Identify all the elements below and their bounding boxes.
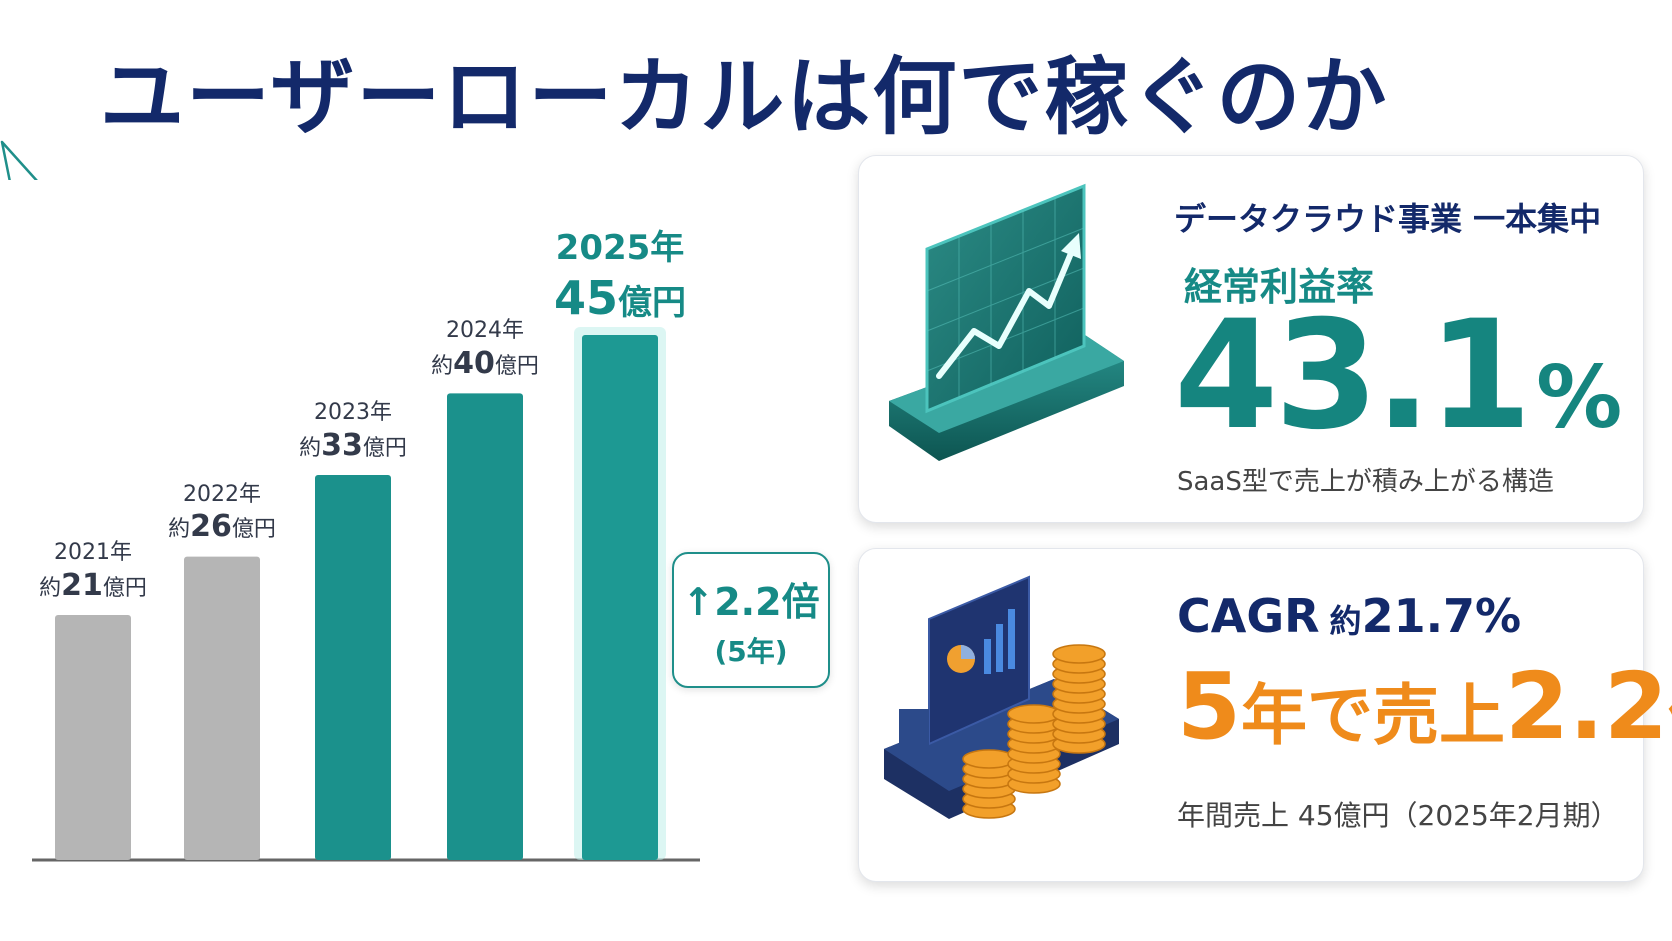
bar-label: 2025年 45億円	[554, 227, 686, 327]
bar-value-label: 約21億円	[39, 567, 147, 603]
bar-value-label: 約33億円	[299, 427, 407, 463]
callout-growth-text: ↑2.2倍	[682, 579, 820, 624]
card1-metric-value: 43.1	[1174, 289, 1532, 463]
bar-2022年	[184, 556, 260, 860]
card1-heading: データクラウド事業 一本集中	[1174, 200, 1602, 238]
bar-year-label: 2023年	[314, 400, 392, 425]
chart-canvas	[32, 327, 700, 862]
bar-value-label: 約26億円	[168, 509, 276, 545]
bar-label: 2024年 約40億円	[431, 317, 539, 382]
card2-cagr-label: CAGR	[1177, 589, 1320, 643]
rising-chart-screen-icon	[889, 183, 1124, 461]
card2-cagr-value: 21.7%	[1361, 589, 1522, 643]
bar-year-label: 2022年	[183, 481, 261, 507]
card2-multiple: 2.2	[1505, 653, 1668, 760]
growth-callout: ↑2.2倍 (5年)	[672, 552, 830, 688]
card1-metric-unit: %	[1536, 348, 1623, 448]
bar-2024年	[447, 393, 523, 860]
callout-period-text: (5年)	[714, 634, 788, 668]
coins-dashboard-icon	[884, 575, 1119, 819]
bar-label: 2023年 約33億円	[299, 399, 407, 464]
card1-note: SaaS型で売上が積み上がる構造	[1177, 467, 1554, 497]
bar-label: 2021年 約21億円	[39, 539, 147, 604]
card2-multiple-unit: 倍	[1668, 677, 1672, 754]
bar-label: 2022年 約26億円	[168, 481, 276, 546]
card2-years: 5	[1177, 653, 1242, 760]
bar-value-label: 約40億円	[431, 345, 539, 381]
profit-margin-card: データクラウド事業 一本集中 経常利益率 43.1% SaaS型で売上が積み上が…	[858, 155, 1644, 523]
bar-year-label: 2024年	[446, 318, 524, 344]
bar-year-label: 2025年	[555, 228, 685, 268]
card2-years-text: 年で売上	[1241, 677, 1506, 754]
bar-year-label: 2021年	[54, 540, 132, 565]
bar-2023年	[315, 475, 391, 860]
card1-metric: 43.1%	[1174, 301, 1622, 451]
callout-tail	[0, 140, 40, 184]
card2-note: 年間売上 45億円（2025年2月期）	[1177, 799, 1619, 832]
bar-value-label: 45億円	[553, 270, 687, 325]
card2-growth-statement: 5年で売上2.2倍	[1177, 661, 1672, 753]
revenue-bar-chart: 2021年 約21億円 2022年 約26億円 2023年 約33億円 2024年 約40億円…	[0, 140, 830, 880]
card2-heading: CAGR 約21.7%	[1177, 589, 1521, 643]
card2-approx-label: 約	[1329, 602, 1362, 640]
card1-metric-label: 経常利益率	[1184, 265, 1375, 309]
bar-2025年	[582, 335, 658, 860]
bar-2021年	[55, 615, 131, 860]
page-title: ユーザーローカルは何で稼ぐのか	[100, 48, 1389, 146]
